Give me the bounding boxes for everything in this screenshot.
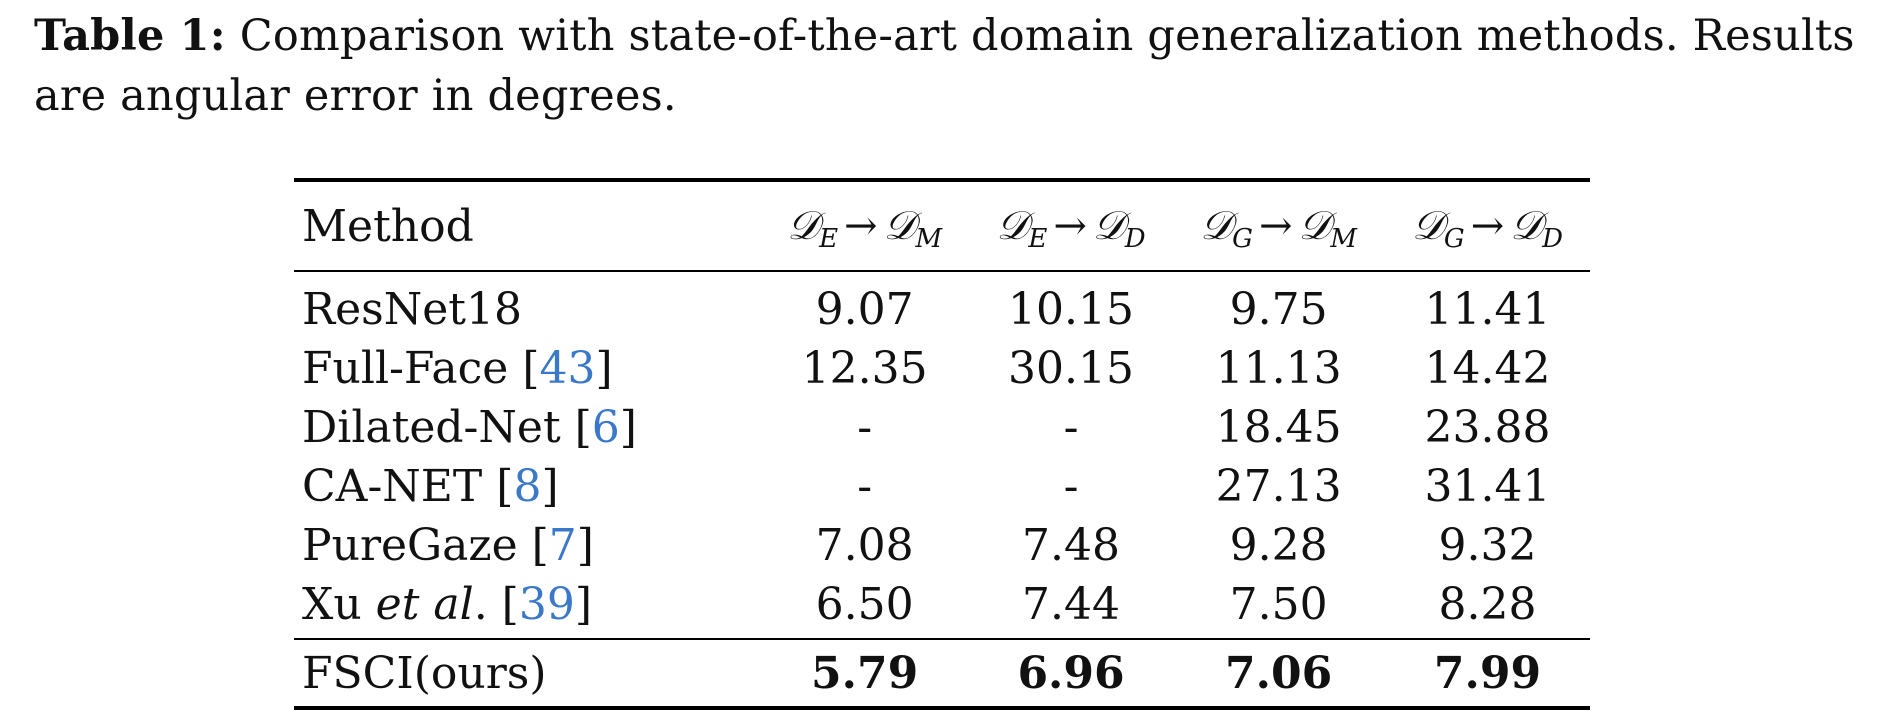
transfer-arrow: →	[1053, 202, 1087, 249]
value-cell: 7.50	[1229, 579, 1328, 630]
value-cell: 30.15	[1008, 343, 1134, 394]
value-cell: 18.45	[1215, 402, 1342, 453]
results-table: Method 𝒟E → 𝒟M 𝒟E → 𝒟D 𝒟G → 𝒟M 𝒟G → 𝒟D ResNet18 9…	[294, 178, 1590, 710]
method-name: PureGaze	[302, 520, 518, 571]
value-cell: -	[857, 402, 873, 453]
header-row: Method 𝒟E → 𝒟M 𝒟E → 𝒟D 𝒟G → 𝒟M 𝒟G → 𝒟D	[294, 180, 1590, 271]
citation-link: 43	[539, 343, 596, 394]
method-name-cell: Xu et al. [39]	[302, 579, 593, 630]
value-cell: 9.07	[815, 284, 914, 335]
value-cell-best: 5.79	[811, 647, 919, 699]
method-name-italic: et al	[375, 579, 474, 630]
table-body: ResNet18 9.07 10.15 9.75 11.41 Full-Face [43]…	[294, 271, 1590, 708]
column-header: 𝒟E → 𝒟D	[970, 180, 1172, 271]
value-cell: 11.13	[1215, 343, 1342, 394]
value-cell: 7.08	[815, 520, 914, 571]
value-cell: 10.15	[1008, 284, 1134, 335]
target-domain: 𝒟M	[883, 202, 943, 254]
method-name-cell: Dilated-Net [6]	[302, 402, 637, 453]
citation-link: 6	[591, 402, 620, 453]
method-name-suffix: .	[473, 579, 488, 630]
value-cell: 14.42	[1424, 343, 1551, 394]
method-name-cell: CA-NET [8]	[302, 461, 559, 512]
table-row: Full-Face [43] 12.35 30.15 11.13 14.42	[294, 339, 1590, 398]
method-name-cell: PureGaze [7]	[302, 520, 594, 571]
method-column-header: Method	[302, 200, 474, 252]
value-cell: 7.48	[1022, 520, 1120, 571]
results-table-container: Method 𝒟E → 𝒟M 𝒟E → 𝒟D 𝒟G → 𝒟M 𝒟G → 𝒟D ResNet18 9…	[294, 178, 1590, 710]
source-domain-subscript: G	[1232, 223, 1253, 254]
value-cell-best: 7.06	[1225, 647, 1333, 699]
value-cell: 11.41	[1424, 284, 1551, 335]
target-domain: 𝒟M	[1298, 202, 1358, 254]
table-row: ResNet18 9.07 10.15 9.75 11.41	[294, 271, 1590, 339]
target-domain: 𝒟D	[1092, 202, 1146, 254]
method-name-cell: FSCI(ours)	[302, 647, 547, 699]
value-cell: 6.50	[815, 579, 914, 630]
method-name: ResNet18	[302, 284, 522, 335]
source-domain: 𝒟G	[1412, 202, 1465, 254]
table-caption: Table 1: Comparison with state-of-the-ar…	[34, 6, 1874, 126]
column-header: 𝒟G → 𝒟D	[1385, 180, 1590, 271]
value-cell-best: 6.96	[1017, 647, 1125, 699]
value-cell: 8.28	[1438, 579, 1537, 630]
value-cell: -	[1063, 402, 1079, 453]
transfer-arrow: →	[1258, 202, 1293, 249]
source-domain: 𝒟E	[787, 202, 839, 254]
value-cell: 9.32	[1438, 520, 1537, 571]
value-cell: -	[1063, 461, 1079, 512]
table-row: CA-NET [8] - - 27.13 31.41	[294, 457, 1590, 516]
transfer-arrow: →	[844, 202, 878, 249]
citation-link: 8	[513, 461, 542, 512]
table-row: Dilated-Net [6] - - 18.45 23.88	[294, 398, 1590, 457]
table-row: PureGaze [7] 7.08 7.48 9.28 9.32	[294, 516, 1590, 575]
source-domain-subscript: E	[1028, 223, 1048, 254]
citation-link: 39	[518, 579, 575, 630]
caption-text: Comparison with state-of-the-art domain …	[34, 11, 1855, 121]
method-name: Full-Face	[302, 343, 509, 394]
value-cell: 9.75	[1229, 284, 1328, 335]
table-row: Xu et al. [39] 6.50 7.44 7.50 8.28	[294, 575, 1590, 639]
target-domain-subscript: D	[1124, 223, 1146, 254]
table-row-ours: FSCI(ours) 5.79 6.96 7.06 7.99	[294, 639, 1590, 708]
value-cell: 12.35	[801, 343, 928, 394]
value-cell: 9.28	[1229, 520, 1328, 571]
value-cell: 7.44	[1022, 579, 1120, 630]
method-name: Xu	[302, 579, 362, 630]
source-domain-subscript: E	[819, 223, 839, 254]
source-domain: 𝒟G	[1200, 202, 1253, 254]
method-name-cell: Full-Face [43]	[302, 343, 613, 394]
value-cell-best: 7.99	[1433, 647, 1542, 699]
source-domain: 𝒟E	[996, 202, 1048, 254]
target-domain-subscript: M	[1330, 223, 1358, 254]
column-header: 𝒟E → 𝒟M	[759, 180, 969, 271]
column-header: 𝒟G → 𝒟M	[1172, 180, 1385, 271]
source-domain-subscript: G	[1443, 223, 1465, 254]
target-domain-subscript: D	[1542, 223, 1563, 254]
citation-link: 7	[548, 520, 577, 571]
transfer-arrow: →	[1470, 202, 1505, 249]
target-domain: 𝒟D	[1510, 202, 1563, 254]
value-cell: 27.13	[1215, 461, 1342, 512]
caption-label: Table 1:	[34, 11, 226, 61]
method-name: CA-NET	[302, 461, 483, 512]
method-name-cell: ResNet18	[294, 271, 759, 339]
value-cell: -	[857, 461, 873, 512]
target-domain-subscript: M	[915, 223, 943, 254]
value-cell: 23.88	[1424, 402, 1551, 453]
value-cell: 31.41	[1424, 461, 1551, 512]
method-name: Dilated-Net	[302, 402, 561, 453]
